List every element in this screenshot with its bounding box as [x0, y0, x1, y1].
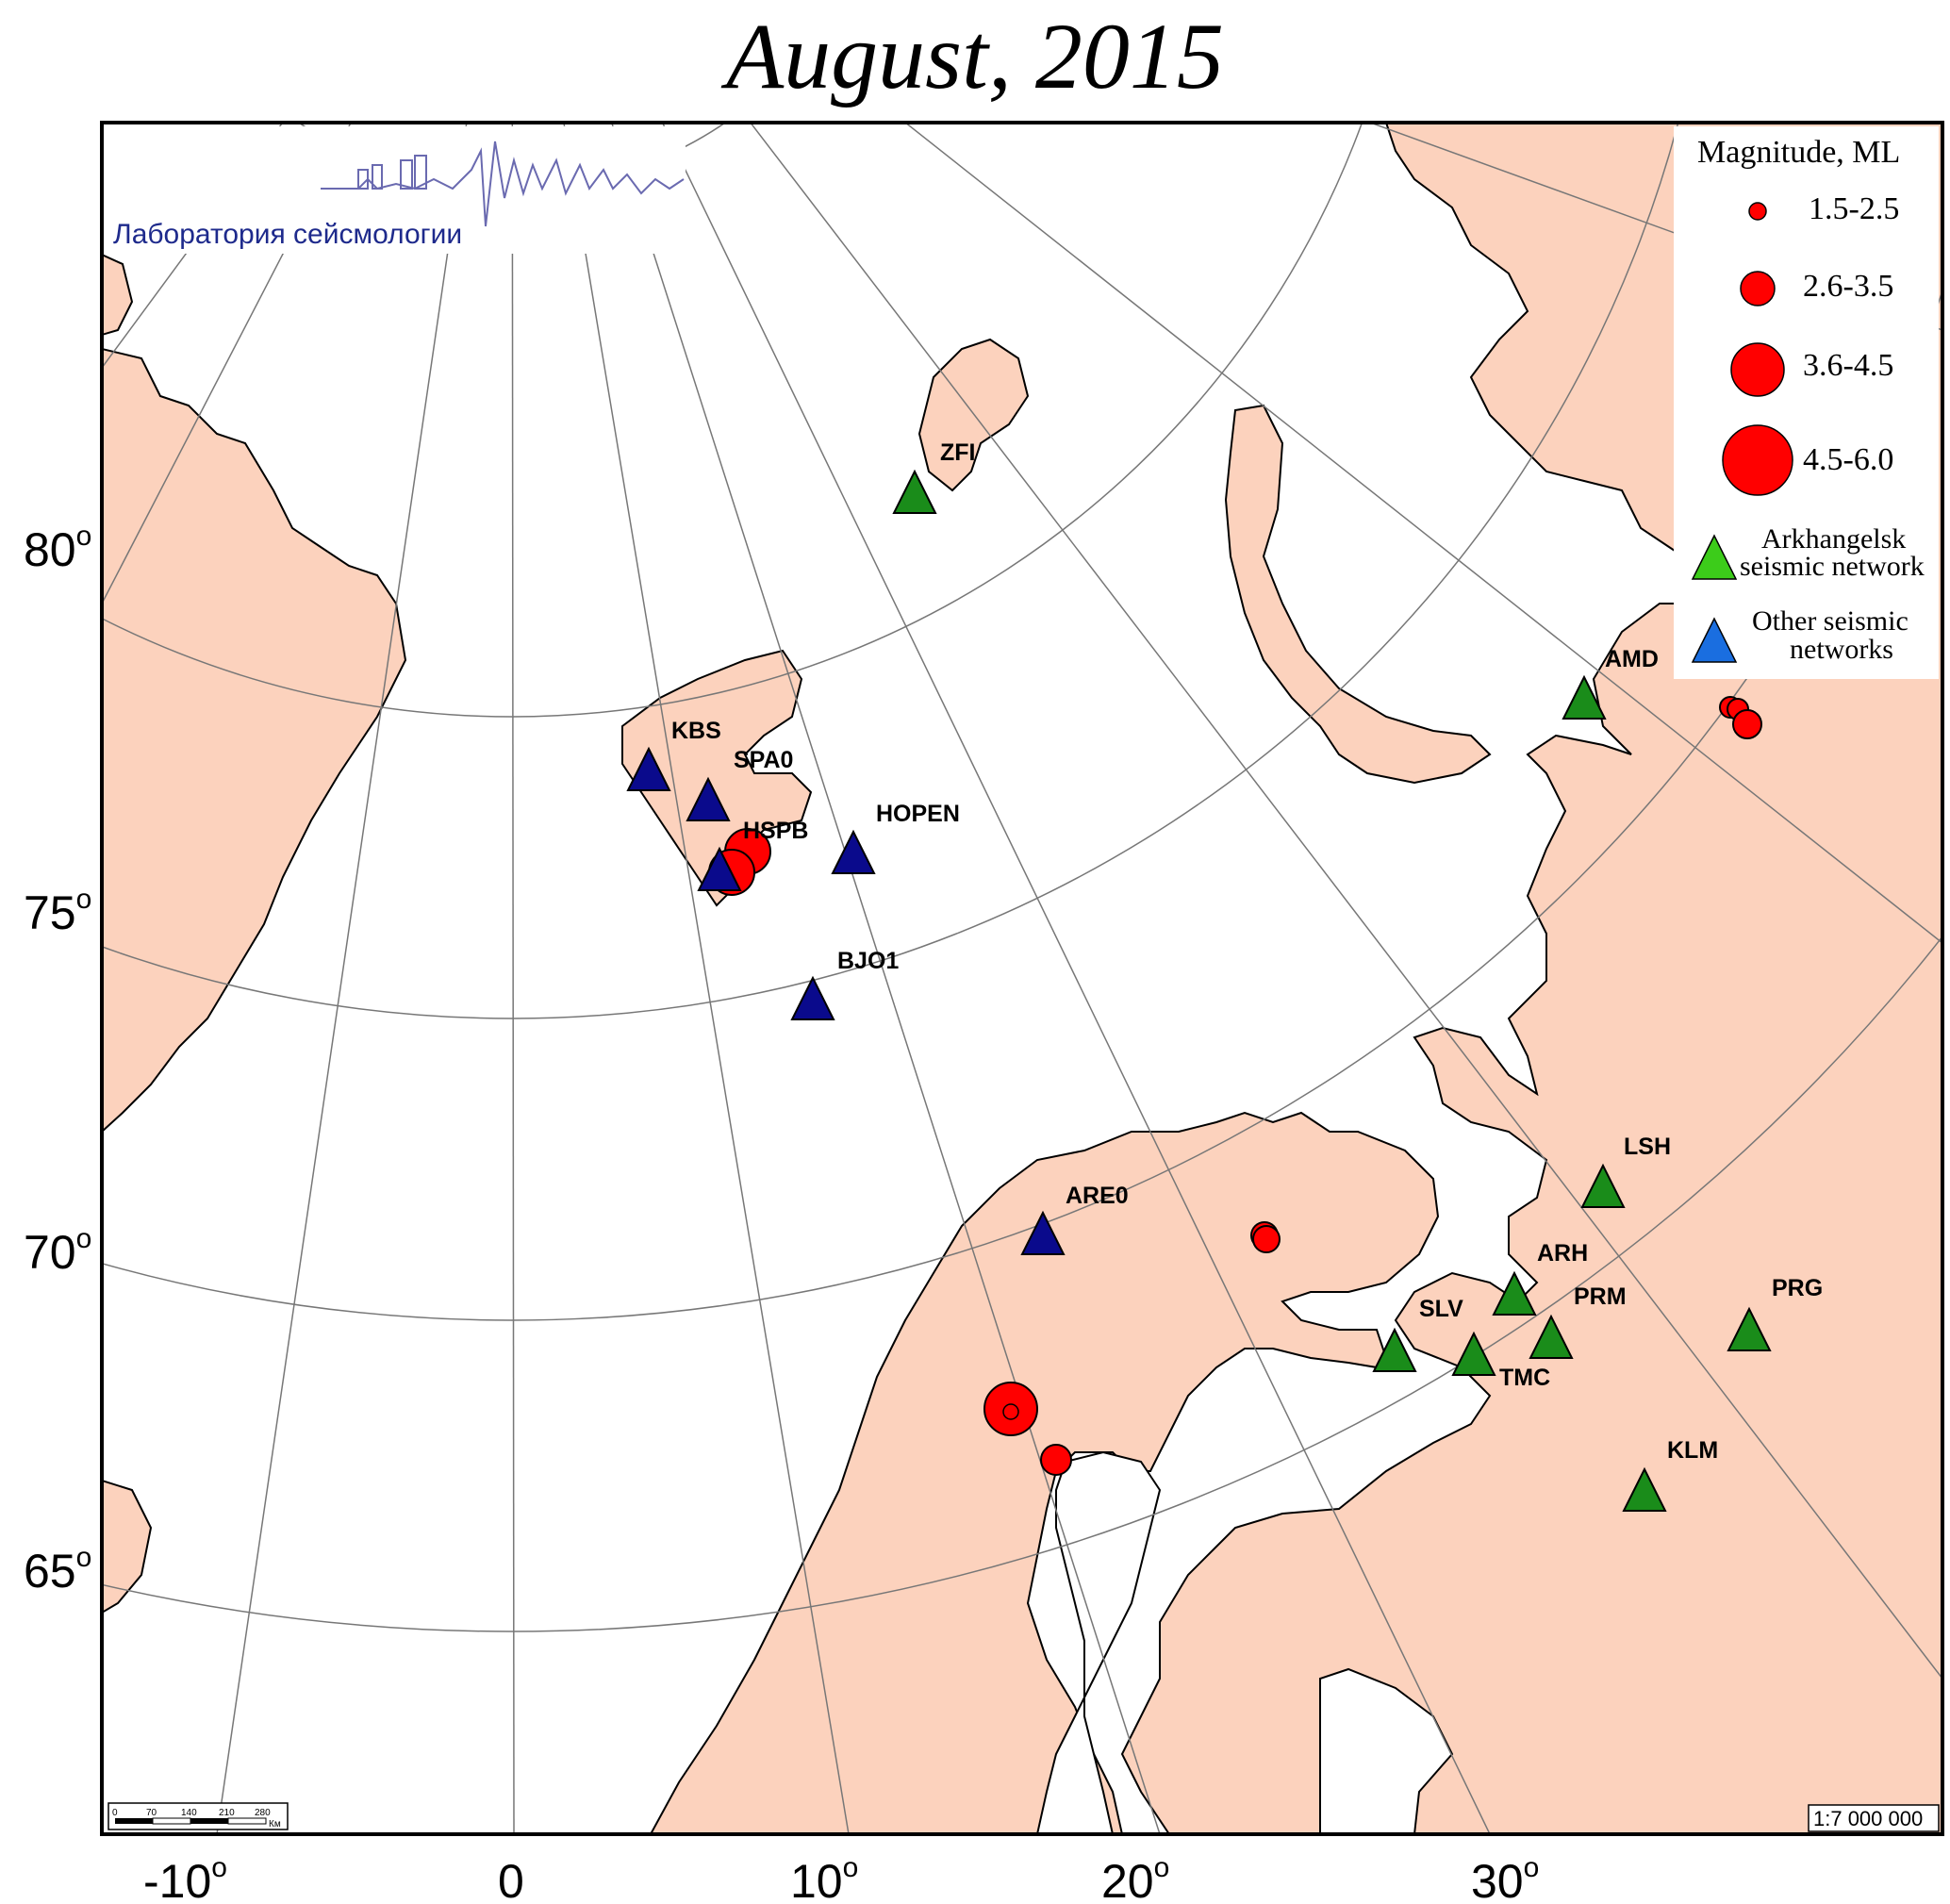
scalebar-tick-70: 70 — [146, 1808, 157, 1818]
legend-other-line1: Other seismic — [1752, 605, 1909, 637]
legend-mag-1: 1.5-2.5 — [1809, 191, 1899, 226]
landmass-svalbard — [621, 649, 813, 907]
landmass-greenland — [102, 347, 407, 1134]
station-are0-marker — [1020, 1210, 1066, 1255]
station-bjo1-marker — [790, 975, 835, 1020]
legend-arkhangelsk-line1: Arkhangelsk — [1761, 523, 1906, 555]
legend-arkhangelsk-line2: seismic network — [1740, 551, 1925, 582]
logo-text: Лаборатория сейсмологии — [113, 219, 462, 250]
legend-arkhangelsk-icon — [1691, 534, 1738, 580]
lon-label-30: 30o — [1471, 1852, 1539, 1904]
station-hopen-label: HOPEN — [876, 801, 960, 827]
lat-label-75: 75o — [24, 884, 91, 939]
legend-mag-4: 4.5-6.0 — [1803, 442, 1893, 477]
station-arh-marker — [1492, 1270, 1537, 1316]
station-prg-label: PRG — [1772, 1275, 1823, 1301]
legend-circle-3 — [1730, 342, 1785, 397]
station-zfi-label: ZFI — [940, 439, 976, 466]
scalebar-tick-140: 140 — [181, 1808, 197, 1818]
legend-title: Magnitude, ML — [1697, 135, 1900, 170]
station-tmc-marker — [1451, 1331, 1496, 1376]
legend-circle-2 — [1740, 271, 1776, 306]
station-klm-label: KLM — [1667, 1437, 1718, 1464]
legend-other-line2: networks — [1790, 634, 1893, 665]
station-hspb-marker — [697, 846, 742, 891]
lon-label-20: 20o — [1101, 1852, 1169, 1904]
page-title: August, 2015 — [726, 4, 1224, 108]
lat-label-80: 80o — [24, 521, 91, 576]
station-arh-label: ARH — [1537, 1240, 1588, 1267]
station-spa0-label: SPA0 — [734, 747, 793, 773]
scalebar-tick-0: 0 — [112, 1808, 118, 1818]
logo: Лаборатория сейсмологии — [106, 126, 686, 254]
station-slv-label: SLV — [1419, 1296, 1463, 1322]
event-marker — [1040, 1444, 1072, 1476]
legend-circle-1 — [1748, 202, 1767, 221]
lon-label-10: 10o — [790, 1852, 858, 1904]
scale-label: 1:7 000 000 — [1808, 1804, 1940, 1832]
station-slv-marker — [1372, 1327, 1417, 1372]
station-prg-marker — [1727, 1306, 1772, 1351]
lon-label-0: 0 — [498, 1855, 524, 1904]
legend-mag-3: 3.6-4.5 — [1803, 348, 1893, 383]
station-kbs-label: KBS — [671, 718, 721, 744]
landmass-novaya-zemlya — [1224, 404, 1492, 785]
station-are0-label: ARE0 — [1066, 1183, 1129, 1209]
latitude-axis: 80o 75o 70o 65o — [24, 521, 91, 1598]
station-hspb-label: HSPB — [743, 818, 808, 844]
station-prm-label: PRM — [1574, 1283, 1627, 1310]
longitude-axis: -10o 0 10o 20o 30o — [143, 1852, 1539, 1904]
station-amd-marker — [1562, 674, 1607, 720]
station-amd-label: AMD — [1605, 646, 1659, 672]
legend-circle-4 — [1722, 424, 1793, 496]
scalebar-tick-210: 210 — [219, 1808, 235, 1818]
scalebar-unit: Км — [269, 1819, 281, 1829]
legend-mag-2: 2.6-3.5 — [1803, 269, 1893, 304]
event-marker — [1732, 709, 1762, 739]
lon-label-minus10: -10o — [143, 1852, 227, 1904]
landmass-greenland-south — [102, 1479, 153, 1614]
scale-label-text: 1:7 000 000 — [1813, 1807, 1923, 1830]
station-prm-marker — [1529, 1314, 1574, 1359]
map-frame — [100, 121, 1944, 1836]
station-zfi-marker — [892, 469, 937, 514]
legend-other-icon — [1691, 617, 1738, 663]
event-marker — [1002, 1403, 1019, 1420]
station-tmc-label: TMC — [1499, 1365, 1550, 1391]
event-marker — [1252, 1225, 1281, 1253]
scalebar-tick-280: 280 — [255, 1808, 271, 1818]
stations: ZFI AMD KBS SPA0 HSPB HOPEN BJO1 ARE0 LS… — [626, 439, 1823, 1512]
station-klm-marker — [1622, 1466, 1667, 1512]
landmass-greenland-north — [102, 253, 134, 337]
station-kbs-marker — [626, 746, 671, 791]
scale-bar: 0 70 140 210 280 Км — [107, 1802, 289, 1830]
lat-label-65: 65o — [24, 1542, 91, 1598]
lat-label-70: 70o — [24, 1223, 91, 1279]
station-spa0-marker — [686, 776, 731, 821]
station-lsh-label: LSH — [1624, 1134, 1671, 1160]
station-lsh-marker — [1580, 1163, 1626, 1208]
legend: Magnitude, ML 1.5-2.5 2.6-3.5 3.6-4.5 4.… — [1674, 126, 1939, 679]
station-bjo1-label: BJO1 — [837, 948, 899, 974]
station-hopen-marker — [831, 829, 876, 874]
